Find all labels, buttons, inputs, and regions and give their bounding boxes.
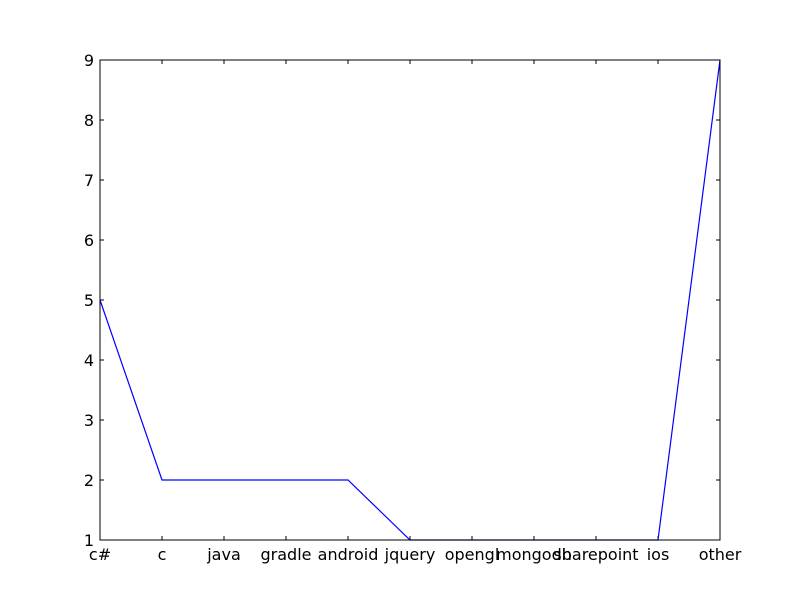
y-tick-label: 3: [84, 411, 94, 430]
x-tick-label: other: [699, 545, 742, 564]
y-tick-label: 8: [84, 111, 94, 130]
x-tick-label: opengl: [445, 545, 500, 564]
plot-frame: [99, 59, 721, 541]
y-tick-label: 1: [84, 531, 94, 550]
x-tick-label: ios: [647, 545, 670, 564]
series-line: [99, 59, 721, 541]
y-tick-label: 7: [84, 171, 94, 190]
y-axis-ticks: 1 2 3 4 5 6 7 8 9: [84, 51, 720, 550]
y-tick-label: 9: [84, 51, 94, 70]
series-group: [99, 59, 721, 541]
y-tick-label: 5: [84, 291, 94, 310]
x-tick-label: gradle: [261, 545, 312, 564]
x-tick-label: c: [158, 545, 167, 564]
y-tick-label: 6: [84, 231, 94, 250]
x-axis-ticks: c# c java gradle android jquery openglmongodbs…: [89, 60, 742, 564]
x-tick-label: c#: [89, 545, 111, 564]
x-tick-label: mongodb: [496, 545, 572, 564]
x-tick-label: sharepoint: [553, 545, 638, 564]
x-tick-label: android: [318, 545, 379, 564]
x-tick-label: jquery: [384, 545, 436, 564]
x-tick-label: java: [206, 545, 241, 564]
y-tick-label: 2: [84, 471, 94, 490]
y-tick-label: 4: [84, 351, 94, 370]
